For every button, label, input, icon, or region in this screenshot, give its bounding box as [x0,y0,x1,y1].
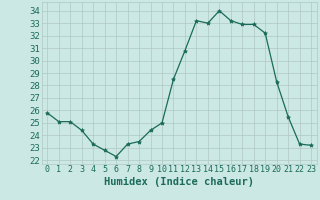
X-axis label: Humidex (Indice chaleur): Humidex (Indice chaleur) [104,177,254,187]
